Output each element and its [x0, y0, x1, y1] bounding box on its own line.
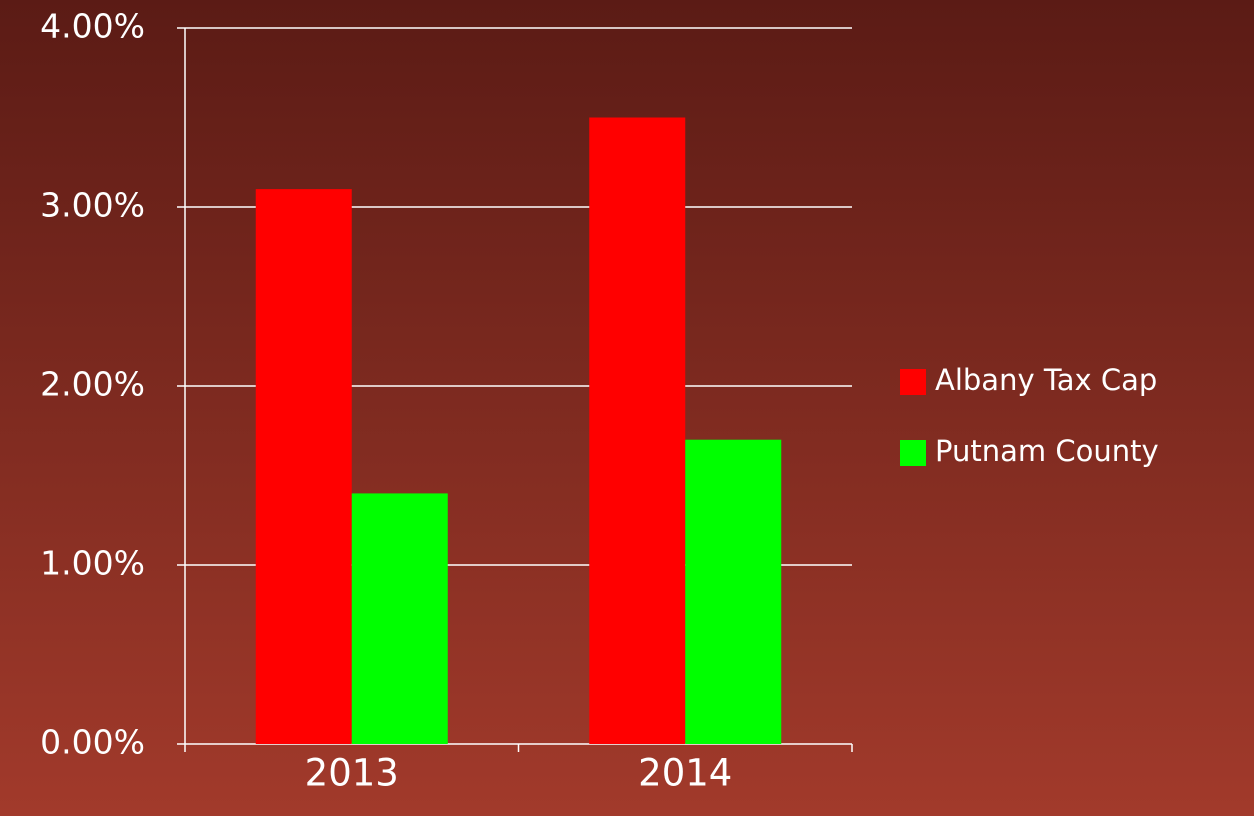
y-tick-label: 1.00% [40, 544, 145, 583]
legend-label: Putnam County [935, 434, 1159, 468]
y-tick-label: 4.00% [40, 7, 145, 46]
bar [255, 189, 352, 745]
y-tick-label: 0.00% [40, 723, 145, 762]
bar [685, 439, 782, 744]
x-tick-label: 2014 [638, 752, 732, 795]
legend-swatch [900, 440, 926, 466]
y-tick-label: 3.00% [40, 186, 145, 225]
y-tick-label: 2.00% [40, 365, 145, 404]
bar [351, 493, 448, 744]
bar [589, 117, 686, 744]
x-tick-label: 2013 [305, 752, 399, 795]
legend-label: Albany Tax Cap [935, 363, 1157, 397]
legend-swatch [900, 369, 926, 395]
